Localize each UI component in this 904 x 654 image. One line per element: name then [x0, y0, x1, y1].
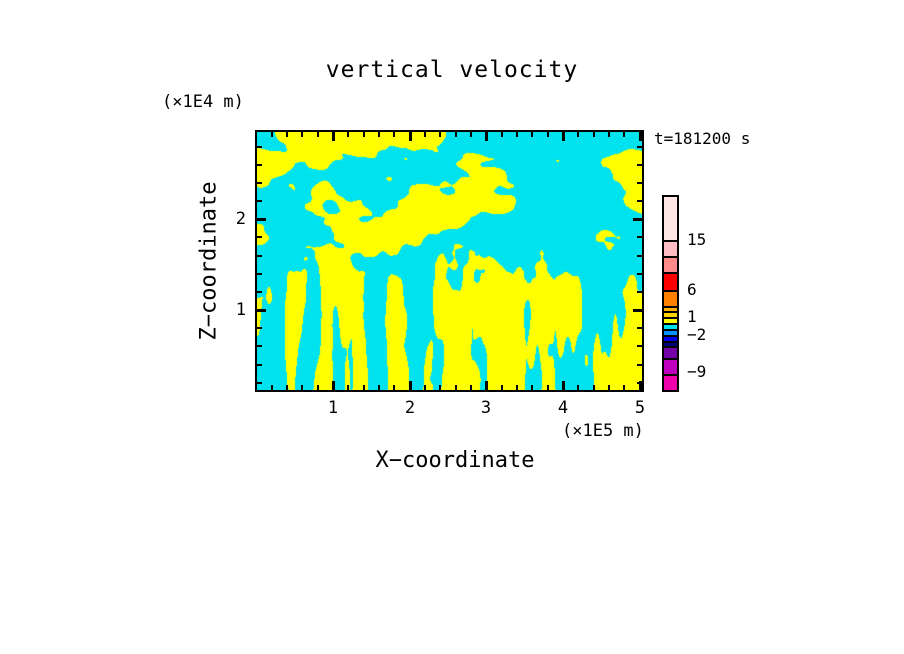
- x-axis-unit-label: (×1E5 m): [562, 421, 644, 441]
- colorbar-segment: [664, 335, 677, 341]
- colorbar-segment: [664, 197, 677, 240]
- plot-title: vertical velocity: [325, 57, 579, 83]
- colorbar-segment: [664, 374, 677, 390]
- colorbar-segment: [664, 290, 677, 306]
- colorbar: [662, 195, 679, 392]
- colorbar-labels: 15 6 1 −2 −9: [687, 195, 731, 392]
- x-tick-label: 5: [634, 398, 646, 418]
- x-tick-labels: 1 2 3 4 5: [257, 398, 645, 420]
- colorbar-segment: [664, 272, 677, 290]
- colorbar-segment: [664, 306, 677, 311]
- time-annotation: t=181200 s: [654, 129, 751, 148]
- x-tick-label: 4: [557, 398, 569, 418]
- x-tick-label: 3: [480, 398, 492, 418]
- colorbar-label: 6: [687, 280, 697, 299]
- field-canvas: [257, 132, 642, 390]
- plot-frame: [255, 130, 644, 392]
- colorbar-segment: [664, 311, 677, 317]
- colorbar-segment: [664, 240, 677, 256]
- colorbar-segment: [664, 256, 677, 272]
- colorbar-label: 15: [687, 230, 707, 249]
- colorbar-segment: [664, 341, 677, 346]
- z-axis-unit-label: (×1E4 m): [162, 92, 244, 112]
- colorbar-segment: [664, 346, 677, 358]
- z-tick-label: 2: [235, 209, 246, 229]
- x-axis-title: X−coordinate: [375, 448, 535, 473]
- z-tick-label: 1: [235, 300, 246, 320]
- colorbar-segment: [664, 323, 677, 329]
- colorbar-label: −2: [687, 325, 707, 344]
- colorbar-label: 1: [687, 307, 697, 326]
- colorbar-segment: [664, 317, 677, 323]
- x-tick-label: 1: [327, 398, 339, 418]
- colorbar-segment: [664, 358, 677, 374]
- colorbar-label: −9: [687, 362, 707, 381]
- colorbar-segment: [664, 329, 677, 335]
- x-tick-label: 2: [404, 398, 416, 418]
